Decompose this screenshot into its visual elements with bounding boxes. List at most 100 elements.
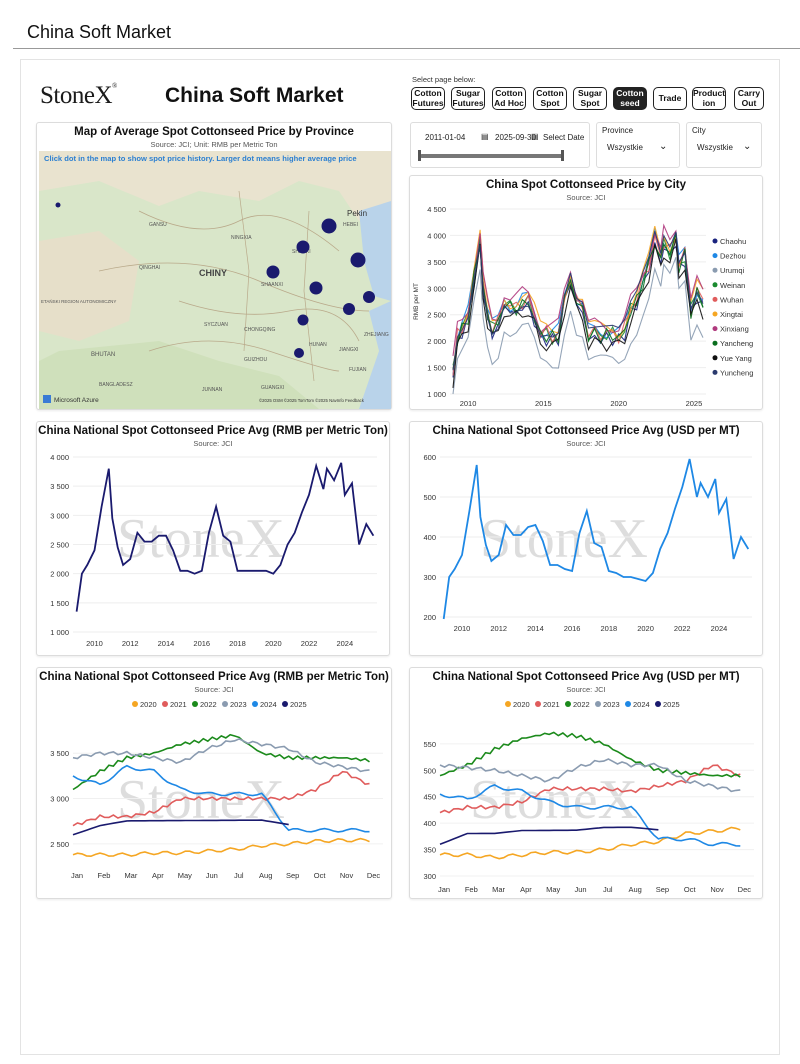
legend-label: Yuncheng <box>720 368 753 377</box>
legend-label: Dezhou <box>720 252 746 261</box>
x-tick-label: Oct <box>314 871 327 880</box>
legend-marker <box>712 311 718 317</box>
city-series-line[interactable] <box>452 238 704 388</box>
nav-button[interactable]: Carry Out <box>734 87 764 110</box>
city-filter[interactable]: City Wszystkie ⌄ <box>686 122 762 168</box>
nav-button[interactable]: Sugar Futures <box>451 87 485 110</box>
legend-label: Yancheng <box>720 339 753 348</box>
province-dot[interactable] <box>296 240 310 254</box>
province-dot[interactable] <box>363 291 375 303</box>
seasonal-rmb-line-chart[interactable]: 2020 2021 2022 2023 2024 2025 3 500 3 000 2 500 J… <box>37 694 393 900</box>
series-line[interactable] <box>442 458 750 620</box>
x-tick-label: Nov <box>340 871 354 880</box>
city-series-line[interactable] <box>452 257 704 395</box>
x-tick-label: 2015 <box>535 399 552 408</box>
legend-label: 2022 <box>200 700 217 709</box>
x-tick-label: Jun <box>574 885 586 894</box>
city-series-line[interactable] <box>452 231 704 371</box>
x-tick-label: Jul <box>603 885 613 894</box>
y-tick-label: 300 <box>423 573 436 582</box>
season-series-line[interactable] <box>439 826 659 846</box>
national-rmb-line-chart[interactable]: 4 000 3 500 3 000 2 500 2 000 1 500 1 000 2010 2… <box>37 447 391 657</box>
province-dot[interactable] <box>343 303 355 315</box>
nav-button[interactable]: Trade <box>653 87 687 110</box>
city-chart-subtitle: Source: JCI <box>566 193 606 202</box>
y-tick-label: 3 500 <box>427 258 446 267</box>
province-dot[interactable] <box>55 202 61 208</box>
date-start[interactable]: 2011-01-04 <box>425 133 466 142</box>
national-usd-line-chart[interactable]: 600 500 400 300 200 2010 2012 2014 2016 2018 2020 2… <box>410 447 764 657</box>
province-dot[interactable] <box>350 252 366 268</box>
season-series-line[interactable] <box>72 764 370 833</box>
season-series-line[interactable] <box>439 784 741 847</box>
map-subtitle: Source: JCI; Unit: RMB per Metric Ton <box>150 140 278 149</box>
season-series-line[interactable] <box>72 837 370 858</box>
city-series-line[interactable] <box>452 235 704 376</box>
y-tick-label: 500 <box>423 493 436 502</box>
seasonal-usd-line-chart[interactable]: 2020 2021 2022 2023 2024 2025 550 500 450 400 350 3… <box>410 694 764 900</box>
nav-button[interactable]: Sugar Spot <box>573 87 607 110</box>
nav-button[interactable]: Cotton seed <box>613 87 647 110</box>
map-label: HEBEI <box>343 222 358 228</box>
season-series-line[interactable] <box>72 738 370 773</box>
city-select[interactable]: Wszystkie <box>697 143 733 152</box>
chevron-down-icon[interactable]: ⌄ <box>743 141 752 152</box>
x-tick-label: 2014 <box>158 639 175 648</box>
chevron-down-icon[interactable]: ⌄ <box>659 141 668 152</box>
legend-marker <box>565 701 571 707</box>
season-series-line[interactable] <box>439 826 741 860</box>
map-label: SHAANXI <box>261 282 283 288</box>
province-select[interactable]: Wszystkie <box>607 143 643 152</box>
season-series-line[interactable] <box>72 770 370 827</box>
legend-label: Urumqi <box>720 266 745 275</box>
season-series-line[interactable] <box>439 764 741 814</box>
province-dot[interactable] <box>266 265 280 279</box>
province-dot[interactable] <box>294 348 304 358</box>
season-series-line[interactable] <box>439 758 741 793</box>
nav-button-label: Carry Out <box>737 88 761 108</box>
map-label: JIANGXI <box>339 347 358 353</box>
legend-label: Weinan <box>720 281 745 290</box>
map-label: HUNAN <box>309 342 327 348</box>
province-filter[interactable]: Province Wszystkie ⌄ <box>596 122 680 168</box>
province-map[interactable]: Click dot in the map to show spot price … <box>39 151 391 409</box>
x-tick-label: Mar <box>124 871 137 880</box>
province-dot[interactable] <box>297 314 309 326</box>
nav-button-label: Sugar Futures <box>452 88 484 108</box>
date-end[interactable]: 2025-09-30 <box>495 133 536 142</box>
date-range-slider[interactable] <box>420 154 564 158</box>
slider-handle-start[interactable] <box>418 150 421 161</box>
legend-label: 2025 <box>663 700 680 709</box>
legend-marker <box>712 282 718 288</box>
province-dots[interactable] <box>55 202 376 359</box>
legend-marker <box>712 267 718 273</box>
y-tick-label: 600 <box>423 453 436 462</box>
season-series-line[interactable] <box>72 819 289 836</box>
nav-button[interactable]: Cotton Futures <box>411 87 445 110</box>
city-line-chart[interactable]: 4 500 4 000 3 500 3 000 2 500 2 000 1 500 1 000… <box>410 201 764 411</box>
province-dot[interactable] <box>309 281 323 295</box>
x-tick-label: 2016 <box>564 624 581 633</box>
select-date-button[interactable]: Select Date <box>543 133 585 142</box>
nav-button[interactable]: Cotton Ad Hoc <box>492 87 526 110</box>
x-tick-label: 2010 <box>86 639 103 648</box>
x-tick-label: Aug <box>628 885 641 894</box>
map-label: FUJIAN <box>349 367 367 373</box>
nav-button[interactable]: Product ion <box>692 87 726 110</box>
city-series-line[interactable] <box>452 223 704 356</box>
x-tick-label: Sep <box>656 885 669 894</box>
national-rmb-title: China National Spot Cottonseed Price Avg… <box>38 425 388 437</box>
season-series-line[interactable] <box>72 733 370 791</box>
season-series-line[interactable] <box>439 731 741 778</box>
calendar-icon[interactable]: ▤ <box>531 132 539 141</box>
x-tick-label: Dec <box>367 871 381 880</box>
legend-marker <box>132 701 138 707</box>
date-range-filter[interactable]: 2011-01-04 ▤ 2025-09-30 ▤ Select Date <box>410 122 590 168</box>
map-copyright[interactable]: ©2025 OSM ©2025 TomTom ©2025 NavInfo Fee… <box>259 398 365 403</box>
map-instruction: Click dot in the map to show spot price … <box>44 154 357 163</box>
series-line[interactable] <box>75 462 375 612</box>
slider-handle-end[interactable] <box>561 150 564 161</box>
nav-button[interactable]: Cotton Spot <box>533 87 567 110</box>
province-dot[interactable] <box>321 218 337 234</box>
calendar-icon[interactable]: ▤ <box>481 132 489 141</box>
